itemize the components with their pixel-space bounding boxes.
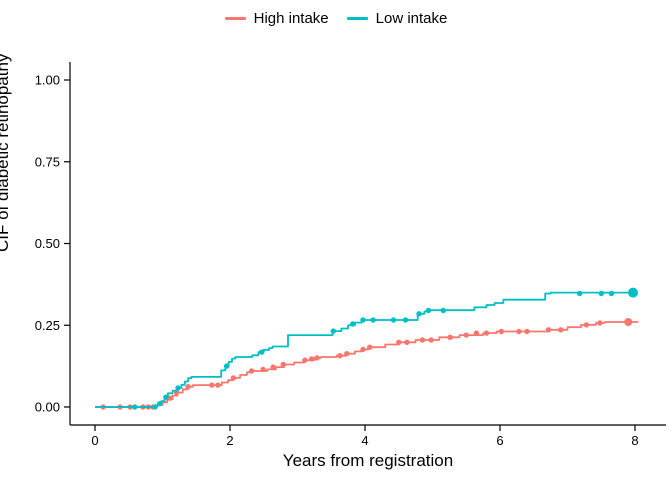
legend-item-low-intake: Low intake <box>346 10 448 27</box>
low-intake-censor-mark <box>175 385 181 391</box>
x-tick-label: 8 <box>631 433 638 448</box>
low-intake-censor-mark <box>576 290 583 297</box>
y-tick-label: 1.00 <box>35 73 60 88</box>
high-intake-censor-mark <box>248 368 255 374</box>
x-axis-title: Years from registration <box>282 451 454 470</box>
high-intake-censor-mark <box>367 344 373 350</box>
high-intake-censor-mark <box>209 382 215 388</box>
y-tick-label: 0.00 <box>35 400 60 415</box>
low-intake-censor-mark <box>157 401 163 407</box>
high-intake-censor-mark <box>404 339 410 345</box>
high-intake-censor-mark <box>473 330 480 336</box>
legend-label-high-intake: High intake <box>253 10 329 27</box>
high-intake-censor-mark <box>314 355 320 361</box>
legend-item-high-intake: High intake <box>224 10 329 27</box>
high-intake-censor-mark <box>260 366 266 373</box>
high-intake-censor-mark <box>463 332 469 338</box>
high-intake-line-key <box>224 17 246 20</box>
high-intake-censor-mark <box>524 328 530 335</box>
low-intake-censor-mark <box>370 317 376 323</box>
high-intake-censor-mark <box>545 327 552 333</box>
low-intake-censor-mark <box>223 363 230 369</box>
high-intake-censor-mark <box>360 346 366 353</box>
high-intake-censor-mark <box>419 337 426 343</box>
y-tick-label: 0.75 <box>35 154 60 169</box>
high-intake-censor-mark <box>302 357 308 363</box>
low-intake-line-key <box>346 17 368 20</box>
high-intake-censor-mark <box>344 351 350 357</box>
low-intake-censor-mark <box>152 404 158 410</box>
high-intake-censor-mark <box>483 330 490 336</box>
high-intake-censor-mark <box>309 356 315 362</box>
high-intake-censor-mark <box>280 361 286 368</box>
high-intake-censor-mark <box>215 382 221 388</box>
y-tick-label: 0.50 <box>35 236 60 251</box>
high-intake-censor-mark <box>396 339 402 345</box>
high-intake-censor-mark <box>597 320 603 326</box>
low-intake-censor-mark <box>598 290 604 297</box>
high-intake-end-dot <box>624 318 633 326</box>
low-intake-censor-mark <box>608 290 615 297</box>
low-intake-end-dot <box>628 287 638 298</box>
x-tick-label: 4 <box>361 433 368 448</box>
high-intake-censor-mark <box>447 334 453 340</box>
high-intake-censor-mark <box>270 364 276 370</box>
y-tick-label: 0.25 <box>35 318 60 333</box>
high-intake-censor-mark <box>428 337 434 343</box>
low-intake-censor-mark <box>416 311 422 317</box>
low-intake-censor-mark <box>402 317 409 323</box>
low-intake-censor-mark <box>132 404 138 410</box>
x-tick-label: 2 <box>226 433 233 448</box>
low-intake-censor-mark <box>163 394 169 400</box>
high-intake-censor-mark <box>337 353 343 359</box>
high-intake-censor-mark <box>558 327 564 333</box>
legend: High intake Low intake <box>0 10 672 27</box>
low-intake-censor-mark <box>350 321 356 327</box>
low-intake-censor-mark <box>259 349 265 355</box>
high-intake-censor-mark <box>516 328 522 335</box>
low-intake-censor-mark <box>360 317 366 323</box>
high-intake-censor-mark <box>185 384 191 390</box>
low-intake-censor-mark <box>330 328 336 334</box>
low-intake-censor-mark <box>425 307 432 314</box>
x-tick-label: 0 <box>91 433 98 448</box>
x-tick-label: 6 <box>496 433 503 448</box>
high-intake-censor-mark <box>498 328 504 335</box>
high-intake-censor-mark <box>230 375 237 381</box>
low-intake-censor-mark <box>440 307 446 314</box>
high-intake-censor-mark <box>583 322 590 328</box>
low-intake-censor-mark <box>390 317 397 323</box>
legend-label-low-intake: Low intake <box>375 10 448 27</box>
